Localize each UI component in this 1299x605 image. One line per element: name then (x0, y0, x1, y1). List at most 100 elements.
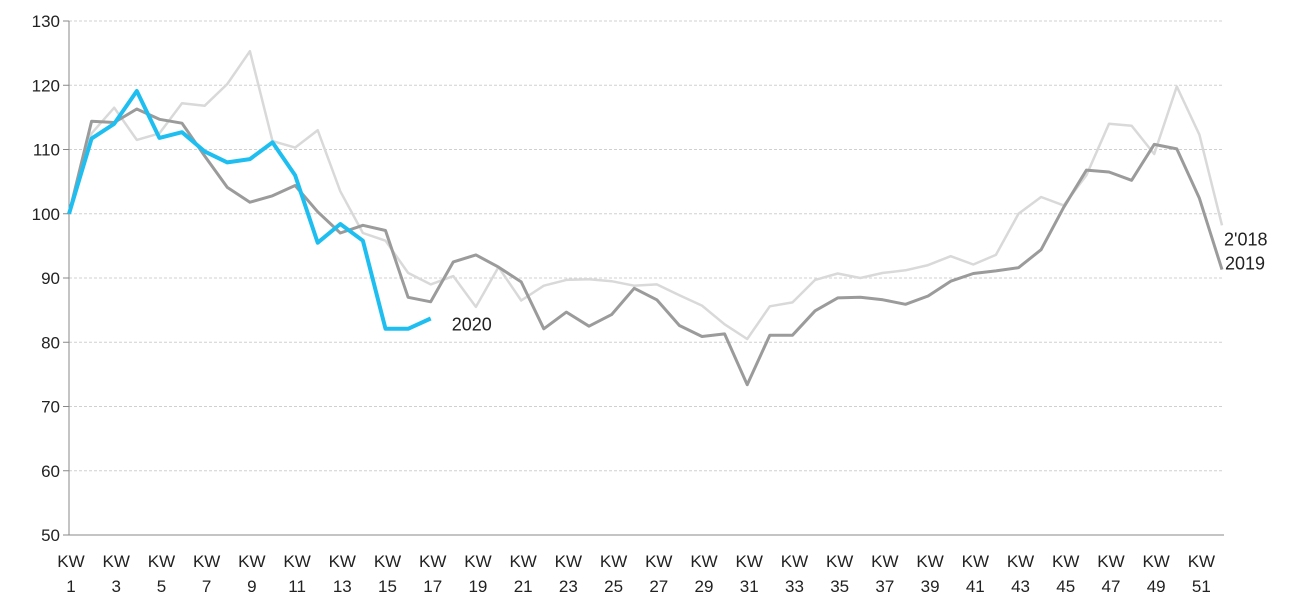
x-tick-label-bottom: 49 (1147, 577, 1166, 596)
x-tick-label: KW 35 (826, 552, 853, 596)
x-tick-label-top: KW (871, 552, 898, 571)
x-tick-label-bottom: 29 (695, 577, 714, 596)
series-lines (67, 49, 1224, 387)
y-tick-label: 80 (41, 333, 60, 352)
x-tick-label: KW 47 (1097, 552, 1124, 596)
x-tick-label-top: KW (1097, 552, 1124, 571)
x-tick-label-bottom: 19 (468, 577, 487, 596)
x-tick-label-top: KW (826, 552, 853, 571)
x-tick-label-top: KW (781, 552, 808, 571)
x-tick-label-top: KW (645, 552, 672, 571)
y-tick-label: 60 (41, 462, 60, 481)
x-tick-label-top: KW (600, 552, 627, 571)
y-tick-label: 70 (41, 398, 60, 417)
x-tick-label-top: KW (1142, 552, 1169, 571)
series-line-2'018 (67, 49, 1224, 341)
x-tick-label: KW 45 (1052, 552, 1079, 596)
x-tick-label: KW 11 (283, 552, 310, 596)
x-tick-label: KW 33 (781, 552, 808, 596)
x-tick-label-bottom: 15 (378, 577, 397, 596)
x-tick-label: KW 7 (193, 552, 220, 596)
y-tick-label: 50 (41, 526, 60, 545)
x-tick-label-top: KW (419, 552, 446, 571)
x-tick-label: KW 13 (329, 552, 356, 596)
y-tick-label: 110 (33, 141, 60, 160)
x-tick-label: KW 29 (690, 552, 717, 596)
x-tick-label-bottom: 11 (288, 577, 306, 596)
x-tick-label-top: KW (690, 552, 717, 571)
x-tick-label-top: KW (736, 552, 763, 571)
x-tick-label-bottom: 33 (785, 577, 804, 596)
x-tick-label: KW 31 (736, 552, 763, 596)
x-tick-label-bottom: 23 (559, 577, 578, 596)
x-axis-ticks: KW1KW3KW5KW7KW9KW11KW13KW15KW17KW19KW21K… (57, 552, 1215, 596)
x-tick-label-bottom: 17 (423, 577, 442, 596)
x-tick-label-bottom: 1 (66, 577, 75, 596)
y-tick-label: 120 (32, 76, 60, 95)
y-tick-label: 90 (41, 269, 60, 288)
x-tick-label: KW 39 (916, 552, 943, 596)
series-label: 2020 (452, 314, 492, 334)
x-tick-label-bottom: 13 (333, 577, 352, 596)
x-tick-label-top: KW (57, 552, 84, 571)
x-tick-label-bottom: 31 (740, 577, 759, 596)
y-tick-label: 130 (32, 12, 60, 31)
x-tick-label-top: KW (148, 552, 175, 571)
y-tick-label: 100 (32, 205, 60, 224)
x-tick-label-bottom: 41 (966, 577, 985, 596)
x-tick-label: KW 1 (57, 552, 84, 596)
x-tick-label-top: KW (374, 552, 401, 571)
y-axis-ticks: 50 60 70 80 90 100 110 120 130 (32, 12, 69, 545)
x-tick-label: KW 5 (148, 552, 175, 596)
x-tick-label: KW 9 (238, 552, 265, 596)
x-tick-label-bottom: 3 (111, 577, 120, 596)
x-tick-label-top: KW (1052, 552, 1079, 571)
x-tick-label: KW 41 (962, 552, 989, 596)
x-tick-label-bottom: 47 (1101, 577, 1120, 596)
series-line-2020 (67, 89, 432, 331)
x-tick-label: KW 23 (555, 552, 582, 596)
gridlines (69, 20, 1222, 472)
x-tick-label-top: KW (464, 552, 491, 571)
x-tick-label-top: KW (509, 552, 536, 571)
x-tick-label: KW 37 (871, 552, 898, 596)
x-tick-label: KW 17 (419, 552, 446, 596)
x-tick-label-top: KW (1188, 552, 1215, 571)
x-tick-label-bottom: 35 (830, 577, 849, 596)
x-tick-label: KW 43 (1007, 552, 1034, 596)
x-tick-label-bottom: 37 (875, 577, 894, 596)
x-tick-label-bottom: 21 (514, 577, 533, 596)
x-tick-label: KW 19 (464, 552, 491, 596)
x-tick-label-top: KW (329, 552, 356, 571)
x-tick-label-bottom: 39 (921, 577, 940, 596)
x-tick-label: KW 25 (600, 552, 627, 596)
x-tick-label: KW 3 (103, 552, 130, 596)
x-tick-label-top: KW (193, 552, 220, 571)
x-tick-label-bottom: 9 (247, 577, 256, 596)
x-tick-label: KW 51 (1188, 552, 1215, 596)
x-tick-label-top: KW (962, 552, 989, 571)
x-tick-label-top: KW (103, 552, 130, 571)
x-tick-label-top: KW (238, 552, 265, 571)
series-label: 2'018 (1224, 229, 1267, 249)
series-labels: 2'018 2019 2020 (452, 229, 1268, 334)
x-tick-label: KW 27 (645, 552, 672, 596)
x-tick-label-bottom: 5 (157, 577, 166, 596)
x-tick-label-top: KW (1007, 552, 1034, 571)
x-tick-label-bottom: 45 (1056, 577, 1075, 596)
x-tick-label-top: KW (916, 552, 943, 571)
x-tick-label-bottom: 51 (1192, 577, 1211, 596)
x-tick-label-bottom: 27 (649, 577, 668, 596)
x-tick-label-bottom: 25 (604, 577, 623, 596)
x-tick-label: KW 49 (1142, 552, 1169, 596)
x-tick-label-top: KW (283, 552, 310, 571)
series-label: 2019 (1225, 254, 1265, 274)
series-line-2019 (67, 107, 1224, 387)
x-tick-label-bottom: 7 (202, 577, 211, 596)
x-tick-label: KW 21 (509, 552, 536, 596)
x-tick-label: KW 15 (374, 552, 401, 596)
x-tick-label-top: KW (555, 552, 582, 571)
x-tick-label-bottom: 43 (1011, 577, 1030, 596)
